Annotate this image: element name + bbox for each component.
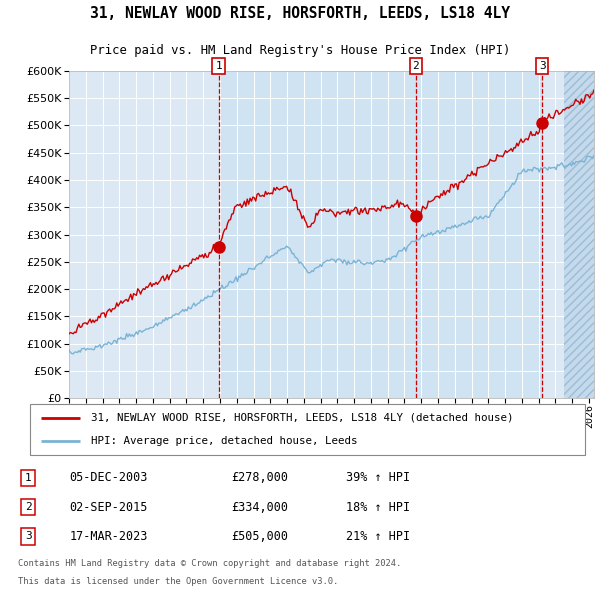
Text: £278,000: £278,000 [231,471,288,484]
Text: 3: 3 [539,61,545,71]
Bar [416,71,542,398]
Text: 31, NEWLAY WOOD RISE, HORSFORTH, LEEDS, LS18 4LY: 31, NEWLAY WOOD RISE, HORSFORTH, LEEDS, … [90,6,510,21]
Text: £334,000: £334,000 [231,500,288,514]
Text: 2: 2 [25,502,32,512]
Bar [218,71,416,398]
Text: £505,000: £505,000 [231,530,288,543]
Text: 39% ↑ HPI: 39% ↑ HPI [346,471,410,484]
Text: Contains HM Land Registry data © Crown copyright and database right 2024.: Contains HM Land Registry data © Crown c… [18,559,401,568]
Text: 21% ↑ HPI: 21% ↑ HPI [346,530,410,543]
Text: 2: 2 [412,61,419,71]
Text: 31, NEWLAY WOOD RISE, HORSFORTH, LEEDS, LS18 4LY (detached house): 31, NEWLAY WOOD RISE, HORSFORTH, LEEDS, … [91,412,514,422]
FancyBboxPatch shape [30,404,585,455]
Bar [564,71,594,398]
Text: 1: 1 [25,473,32,483]
Text: 3: 3 [25,532,32,542]
Text: Price paid vs. HM Land Registry's House Price Index (HPI): Price paid vs. HM Land Registry's House … [90,44,510,57]
Text: 02-SEP-2015: 02-SEP-2015 [70,500,148,514]
Text: 17-MAR-2023: 17-MAR-2023 [70,530,148,543]
Text: 05-DEC-2003: 05-DEC-2003 [70,471,148,484]
Text: HPI: Average price, detached house, Leeds: HPI: Average price, detached house, Leed… [91,437,358,447]
Text: This data is licensed under the Open Government Licence v3.0.: This data is licensed under the Open Gov… [18,578,338,586]
Text: 18% ↑ HPI: 18% ↑ HPI [346,500,410,514]
Text: 1: 1 [215,61,222,71]
